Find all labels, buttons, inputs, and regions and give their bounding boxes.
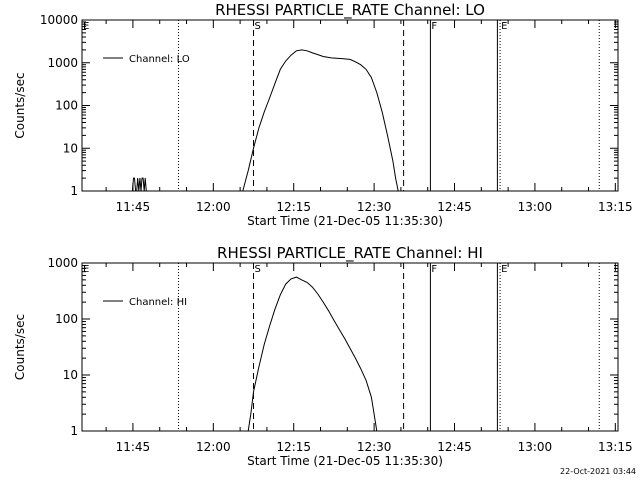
x-tick-label: 13:15 xyxy=(598,200,633,214)
x-tick-label: 12:00 xyxy=(196,200,231,214)
x-tick-label: 11:45 xyxy=(116,200,151,214)
y-tick-label: 10 xyxy=(63,141,78,155)
y-tick-label: 1000 xyxy=(47,256,78,270)
footer-timestamp: 22-Oct-2021 03:44 xyxy=(560,467,636,476)
x-tick-label: 12:45 xyxy=(437,200,472,214)
x-tick-label: 11:45 xyxy=(116,440,151,454)
legend-label: Channel: LO xyxy=(129,54,190,65)
x-axis-label: Start Time (21-Dec-05 11:35:30) xyxy=(247,454,443,468)
x-tick-label: 13:00 xyxy=(518,200,553,214)
event-marker-label: F xyxy=(431,264,437,275)
series-line xyxy=(130,177,148,192)
event-marker-label: S xyxy=(255,21,261,32)
x-tick-label: 12:30 xyxy=(357,200,392,214)
y-tick-label: 1 xyxy=(70,424,78,438)
event-marker-label: E xyxy=(501,264,507,275)
x-axis-label: Start Time (21-Dec-05 11:35:30) xyxy=(247,214,443,228)
y-tick-label: 100 xyxy=(55,312,78,326)
legend-label: Channel: HI xyxy=(129,297,187,308)
y-axis-label: Counts/sec xyxy=(13,314,27,380)
x-tick-label: 12:45 xyxy=(437,440,472,454)
chart-panel-1: RHESSI PARTICLE_RATE Channel: HI E S F E 11:4… xyxy=(13,244,633,468)
y-tick-label: 100 xyxy=(55,99,78,113)
chart-title: RHESSI PARTICLE_RATE Channel: HI xyxy=(217,244,483,263)
y-tick-label: 10 xyxy=(63,368,78,382)
x-tick-label: 12:00 xyxy=(196,440,231,454)
event-marker-label: E xyxy=(501,21,507,32)
event-marker-label: E xyxy=(83,264,89,275)
y-tick-label: 1000 xyxy=(47,56,78,70)
plot-frame xyxy=(81,19,619,192)
event-marker-label: S xyxy=(255,264,261,275)
event-marker-label: F xyxy=(431,21,437,32)
x-tick-label: 12:15 xyxy=(276,440,311,454)
series-line xyxy=(247,276,378,432)
chart-panel-0: RHESSI PARTICLE_RATE Channel: LO E S F E 11:4… xyxy=(13,1,633,228)
x-tick-label: 13:00 xyxy=(518,440,553,454)
series-line xyxy=(242,49,399,192)
y-axis-label: Counts/sec xyxy=(13,72,27,138)
y-tick-label: 10000 xyxy=(40,13,78,27)
x-tick-label: 12:30 xyxy=(357,440,392,454)
y-tick-label: 1 xyxy=(70,184,78,198)
x-tick-label: 12:15 xyxy=(276,200,311,214)
event-marker-label: E xyxy=(83,21,89,32)
chart-title: RHESSI PARTICLE_RATE Channel: LO xyxy=(215,1,485,20)
plot-frame xyxy=(81,262,619,432)
x-tick-label: 13:15 xyxy=(598,440,633,454)
